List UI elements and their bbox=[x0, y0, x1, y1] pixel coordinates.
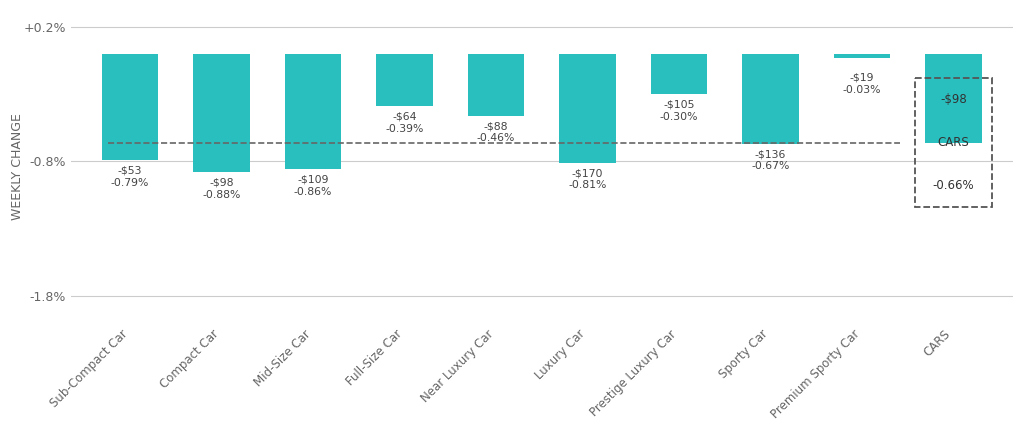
Text: -$109: -$109 bbox=[297, 175, 329, 185]
Text: -$64: -$64 bbox=[392, 112, 417, 122]
Text: -0.39%: -0.39% bbox=[385, 124, 424, 134]
Bar bbox=[376, 54, 433, 106]
Text: -0.67%: -0.67% bbox=[752, 162, 790, 172]
Bar bbox=[194, 54, 250, 172]
Text: -$136: -$136 bbox=[755, 149, 786, 159]
Text: -$19: -$19 bbox=[850, 73, 874, 83]
Text: -0.66%: -0.66% bbox=[933, 179, 974, 192]
Bar bbox=[925, 54, 982, 143]
Bar bbox=[834, 54, 890, 58]
Text: CARS: CARS bbox=[938, 136, 970, 149]
Bar bbox=[101, 54, 159, 160]
Text: -0.30%: -0.30% bbox=[659, 112, 698, 122]
Text: -$53: -$53 bbox=[118, 165, 142, 175]
Text: -$98: -$98 bbox=[209, 178, 233, 187]
Text: -$88: -$88 bbox=[483, 121, 508, 131]
Text: -0.88%: -0.88% bbox=[203, 190, 241, 200]
Text: -0.86%: -0.86% bbox=[294, 187, 332, 197]
Bar bbox=[285, 54, 341, 169]
Text: -$98: -$98 bbox=[940, 93, 967, 106]
Bar bbox=[742, 54, 799, 144]
Y-axis label: WEEKLY CHANGE: WEEKLY CHANGE bbox=[11, 113, 25, 220]
Text: -0.81%: -0.81% bbox=[568, 180, 606, 190]
Text: -0.46%: -0.46% bbox=[477, 133, 515, 143]
Text: -0.79%: -0.79% bbox=[111, 178, 150, 187]
Text: -$105: -$105 bbox=[664, 100, 694, 110]
Bar bbox=[559, 54, 615, 163]
Bar bbox=[468, 54, 524, 116]
Text: -0.03%: -0.03% bbox=[843, 85, 882, 95]
Bar bbox=[650, 54, 708, 94]
Text: -$170: -$170 bbox=[571, 168, 603, 178]
